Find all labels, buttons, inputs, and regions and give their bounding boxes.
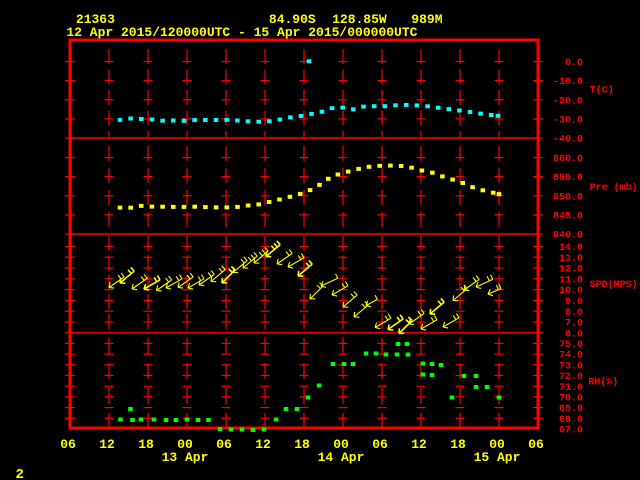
- svg-text:12: 12: [99, 437, 115, 452]
- svg-text:-40.0: -40.0: [553, 135, 583, 146]
- svg-text:73.0: 73.0: [559, 361, 583, 372]
- svg-text:-30.0: -30.0: [553, 116, 583, 127]
- svg-text:-20.0: -20.0: [553, 96, 583, 107]
- svg-text:-10.0: -10.0: [553, 77, 583, 88]
- svg-text:8.0: 8.0: [565, 308, 583, 319]
- svg-text:14 Apr: 14 Apr: [318, 450, 365, 465]
- svg-text:12: 12: [411, 437, 427, 452]
- svg-text:72.0: 72.0: [559, 372, 583, 383]
- svg-text:T(C): T(C): [590, 85, 614, 97]
- svg-text:00: 00: [177, 437, 193, 452]
- svg-text:12.0: 12.0: [559, 265, 583, 276]
- svg-text:18: 18: [294, 437, 310, 452]
- svg-text:Pre (mb): Pre (mb): [590, 182, 638, 194]
- svg-text:860.0: 860.0: [553, 154, 583, 165]
- svg-text:84.90S: 84.90S: [269, 12, 316, 27]
- svg-text:2: 2: [16, 467, 24, 480]
- svg-text:00: 00: [489, 437, 505, 452]
- svg-text:18: 18: [450, 437, 466, 452]
- svg-text:845.0: 845.0: [553, 212, 583, 223]
- svg-text:68.0: 68.0: [559, 415, 583, 426]
- svg-text:74.0: 74.0: [559, 351, 583, 362]
- svg-text:855.0: 855.0: [553, 173, 583, 184]
- svg-text:15 Apr: 15 Apr: [474, 450, 521, 465]
- svg-text:71.0: 71.0: [559, 383, 583, 394]
- svg-text:10.0: 10.0: [559, 286, 583, 297]
- svg-text:14.0: 14.0: [559, 243, 583, 254]
- svg-text:06: 06: [60, 437, 76, 452]
- svg-text:12 Apr 2015/120000UTC - 15 Apr: 12 Apr 2015/120000UTC - 15 Apr 2015/0000…: [66, 25, 417, 40]
- svg-text:00: 00: [333, 437, 349, 452]
- svg-text:67.0: 67.0: [559, 426, 583, 437]
- svg-text:840.0: 840.0: [553, 231, 583, 242]
- svg-text:989M: 989M: [411, 12, 442, 27]
- svg-text:06: 06: [372, 437, 388, 452]
- svg-text:128.85W: 128.85W: [332, 12, 387, 27]
- svg-text:6.0: 6.0: [565, 329, 583, 340]
- svg-text:0.0: 0.0: [565, 58, 583, 69]
- svg-text:70.0: 70.0: [559, 394, 583, 405]
- svg-text:18: 18: [138, 437, 154, 452]
- svg-text:9.0: 9.0: [565, 297, 583, 308]
- svg-text:21363: 21363: [76, 12, 115, 27]
- svg-text:RH(%): RH(%): [588, 376, 618, 388]
- svg-text:13.0: 13.0: [559, 254, 583, 265]
- svg-text:69.0: 69.0: [559, 404, 583, 415]
- svg-text:11.0: 11.0: [559, 275, 583, 286]
- svg-text:12: 12: [255, 437, 271, 452]
- svg-text:06: 06: [528, 437, 544, 452]
- svg-text:75.0: 75.0: [559, 340, 583, 351]
- svg-text:13 Apr: 13 Apr: [162, 450, 209, 465]
- svg-text:850.0: 850.0: [553, 192, 583, 203]
- svg-text:SPD(MPS): SPD(MPS): [590, 279, 638, 291]
- svg-text:7.0: 7.0: [565, 319, 583, 330]
- svg-text:06: 06: [216, 437, 232, 452]
